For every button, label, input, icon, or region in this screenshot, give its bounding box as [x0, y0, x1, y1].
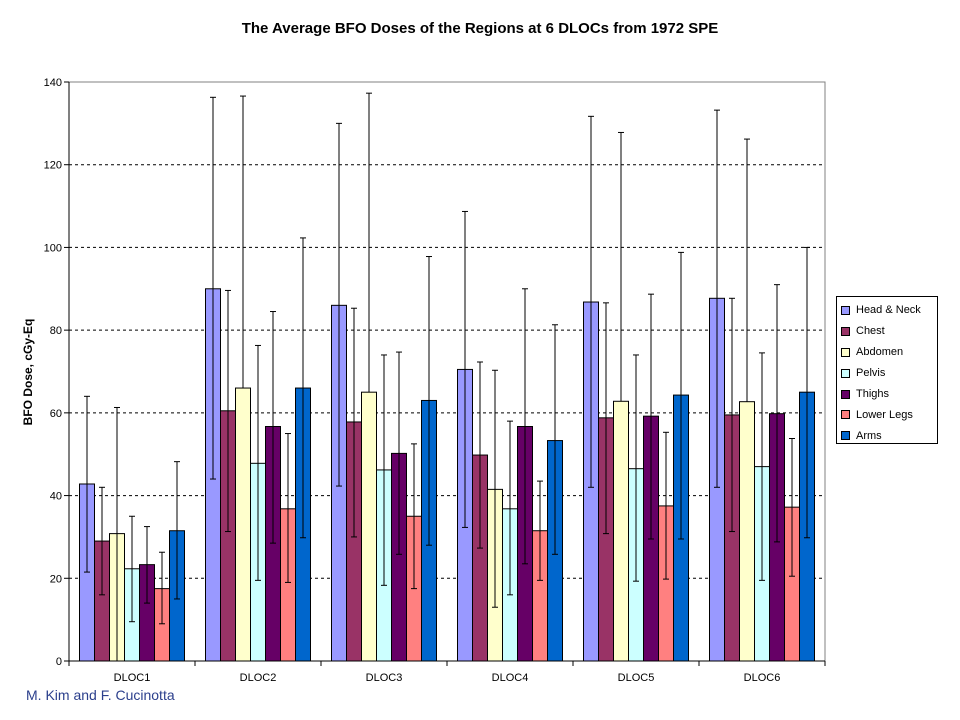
y-tick-label: 40 — [50, 491, 62, 503]
y-tick-label: 120 — [44, 160, 62, 172]
plot-area — [68, 81, 826, 662]
x-tick-label: DLOC1 — [114, 672, 151, 684]
y-axis-label: BFO Dose, cGy-Eq — [21, 318, 35, 425]
legend-label: Head & Neck — [856, 304, 921, 317]
legend-label: Lower Legs — [856, 408, 913, 421]
legend-item: Abdomen — [841, 342, 933, 363]
x-tick-label: DLOC6 — [744, 672, 781, 684]
legend-swatch — [841, 431, 850, 441]
legend-item: Lower Legs — [841, 404, 933, 425]
author-credit: M. Kim and F. Cucinotta — [26, 687, 175, 703]
legend-label: Pelvis — [856, 367, 886, 380]
legend-label: Arms — [856, 429, 882, 442]
x-tick-label: DLOC2 — [240, 672, 277, 684]
legend-label: Thighs — [856, 388, 890, 400]
legend-item: Arms — [841, 425, 933, 446]
x-tick-label: DLOC5 — [618, 672, 655, 684]
bar-abdomen — [739, 401, 755, 662]
y-tick-label: 140 — [44, 77, 62, 89]
legend-label: Chest — [856, 325, 885, 338]
y-tick-label: 0 — [56, 656, 62, 668]
legend-item: Thighs — [841, 384, 933, 405]
legend-label: Abdomen — [856, 346, 904, 359]
y-tick-label: 60 — [50, 408, 62, 420]
legend-swatch — [841, 368, 850, 378]
y-tick-label: 100 — [44, 242, 62, 254]
y-axis-label-container: BFO Dose, cGy-Eq — [18, 82, 38, 661]
legend-swatch — [841, 326, 850, 336]
chart-title: The Average BFO Doses of the Regions at … — [241, 20, 719, 37]
legend-swatch — [841, 389, 850, 399]
bar-abdomen — [235, 387, 251, 662]
legend-swatch — [841, 410, 850, 420]
legend-swatch — [841, 347, 850, 357]
legend-item: Chest — [841, 321, 933, 342]
y-tick-label: 20 — [50, 573, 62, 585]
legend-item: Head & Neck — [841, 300, 933, 321]
x-tick-label: DLOC4 — [492, 672, 529, 684]
legend: Head & Neck Chest Abdomen Pelvis Thighs Lower… — [836, 296, 938, 444]
x-tick-label: DLOC3 — [366, 672, 403, 684]
legend-swatch — [841, 305, 850, 315]
legend-item: Pelvis — [841, 363, 933, 384]
bar-abdomen — [613, 400, 629, 662]
bar-abdomen — [361, 391, 377, 662]
y-tick-label: 80 — [50, 325, 62, 337]
